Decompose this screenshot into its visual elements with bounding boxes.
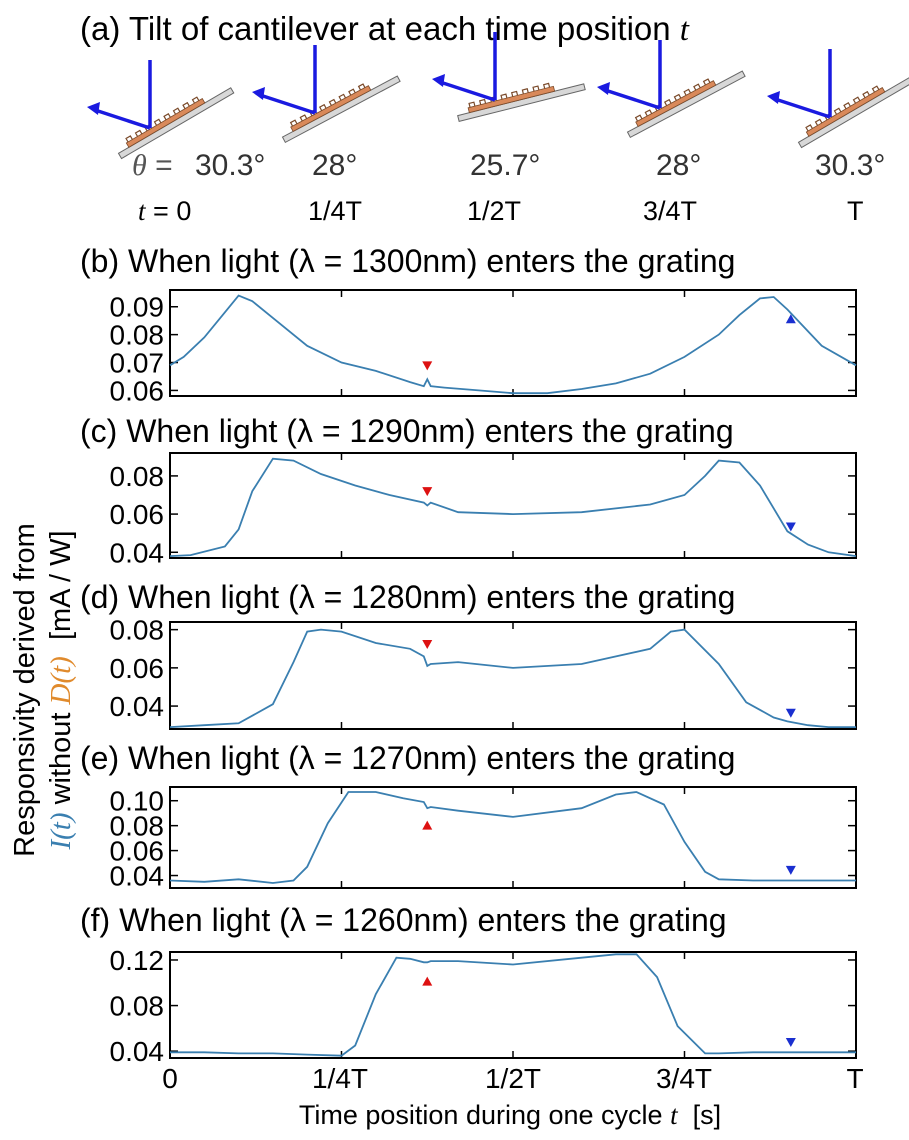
panel-title: (c) When light (λ = 1290nm) enters the g… xyxy=(80,413,734,449)
x-tick-label-4: T xyxy=(846,1063,863,1094)
theta-symbol: θ xyxy=(132,149,147,182)
angle-label-0: 30.3° xyxy=(195,149,265,182)
x-tick-label-1: 1/4T xyxy=(312,1063,368,1094)
red-marker xyxy=(422,639,433,649)
blue-marker xyxy=(785,522,796,532)
cantilever-icon-1 xyxy=(252,45,401,144)
time-label-2: 1/2T xyxy=(467,196,521,226)
panel-title: (b) When light (λ = 1300nm) enters the g… xyxy=(80,243,735,279)
part-a-title: (a) Tilt of cantilever at each time posi… xyxy=(80,10,690,48)
y-tick-label: 0.04 xyxy=(110,861,165,892)
x-tick-label-2: 1/2T xyxy=(485,1063,541,1094)
panel-title: (e) When light (λ = 1270nm) enters the g… xyxy=(80,740,735,776)
y-tick-label: 0.08 xyxy=(110,991,165,1022)
y-tick-label: 0.08 xyxy=(110,615,165,646)
y-tick-label: 0.12 xyxy=(110,945,165,976)
panel-e: (e) When light (λ = 1270nm) enters the g… xyxy=(80,740,857,892)
y-axis-var-i: I(t) xyxy=(45,812,77,850)
series-line xyxy=(169,628,856,728)
panel-d: (d) When light (λ = 1280nm) enters the g… xyxy=(80,579,857,730)
red-marker xyxy=(422,976,433,986)
angle-label-4: 30.3° xyxy=(815,149,885,182)
red-marker xyxy=(422,820,433,830)
time-label-0: 0 xyxy=(176,196,191,226)
y-tick-label: 0.07 xyxy=(110,348,165,379)
cantilever-icon-0 xyxy=(87,60,235,160)
series-line xyxy=(169,457,857,557)
time-eq: = xyxy=(153,196,169,226)
y-tick-label: 0.08 xyxy=(110,811,165,842)
part-a-title-var: t xyxy=(680,12,690,48)
time-symbol: t xyxy=(138,196,147,226)
y-tick-label: 0.10 xyxy=(110,786,165,817)
time-label-1: 1/4T xyxy=(308,196,362,226)
series-line xyxy=(169,294,857,395)
x-axis-var: t xyxy=(670,1100,679,1130)
cantilever-icon-2 xyxy=(432,32,586,123)
panel-f: (f) When light (λ = 1260nm) enters the g… xyxy=(80,902,857,1067)
cantilever-icon-3 xyxy=(597,40,746,139)
y-tick-label: 0.06 xyxy=(110,375,165,406)
panel-b: (b) When light (λ = 1300nm) enters the g… xyxy=(80,243,857,406)
x-tick-label-3: 3/4T xyxy=(656,1063,712,1094)
plot-frame xyxy=(169,452,857,559)
theta-label: θ = xyxy=(132,149,173,182)
y-tick-label: 0.06 xyxy=(110,836,165,867)
red-marker xyxy=(422,487,433,497)
blue-marker xyxy=(785,865,796,875)
plot-frame xyxy=(169,786,857,889)
cantilever-diagram-row xyxy=(87,32,909,160)
cantilever-icon-4 xyxy=(767,49,909,149)
time-label-prefix: t = 0 xyxy=(138,196,191,226)
y-axis-label: Responsivity derived from I(t) without D… xyxy=(9,523,77,857)
blue-marker xyxy=(785,708,796,718)
x-axis-label: Time position during one cycle t [s] xyxy=(299,1100,721,1130)
angle-label-2: 25.7° xyxy=(470,149,540,182)
x-tick-label-0: 0 xyxy=(162,1063,178,1094)
plot-frame xyxy=(169,621,857,730)
plot-frame xyxy=(169,951,857,1059)
panel-c: (c) When light (λ = 1290nm) enters the g… xyxy=(80,413,857,568)
y-tick-label: 0.06 xyxy=(110,499,165,530)
red-marker xyxy=(422,361,433,371)
y-axis-var-d: D(t) xyxy=(45,656,77,705)
angle-label-1: 28° xyxy=(312,149,357,182)
y-tick-label: 0.08 xyxy=(110,320,165,351)
series-line xyxy=(170,953,856,1057)
blue-marker xyxy=(785,1038,796,1048)
y-tick-label: 0.04 xyxy=(110,691,165,722)
y-tick-label: 0.06 xyxy=(110,653,165,684)
angle-label-3: 28° xyxy=(656,149,701,182)
theta-eq: = xyxy=(155,149,173,182)
y-tick-label: 0.09 xyxy=(110,292,165,323)
y-tick-label: 0.08 xyxy=(110,461,165,492)
y-axis-label-line2: I(t) without D(t) [mA / W] xyxy=(45,530,77,850)
blue-marker xyxy=(785,314,796,324)
y-axis-label-line1: Responsivity derived from xyxy=(9,523,41,857)
y-tick-label: 0.04 xyxy=(110,537,165,568)
time-label-4: T xyxy=(847,196,864,226)
plot-frame xyxy=(169,289,857,397)
y-tick-label: 0.04 xyxy=(110,1036,165,1067)
time-label-3: 3/4T xyxy=(643,196,697,226)
series-line xyxy=(169,791,856,884)
panel-title: (d) When light (λ = 1280nm) enters the g… xyxy=(80,579,735,615)
panel-title: (f) When light (λ = 1260nm) enters the g… xyxy=(80,902,727,938)
